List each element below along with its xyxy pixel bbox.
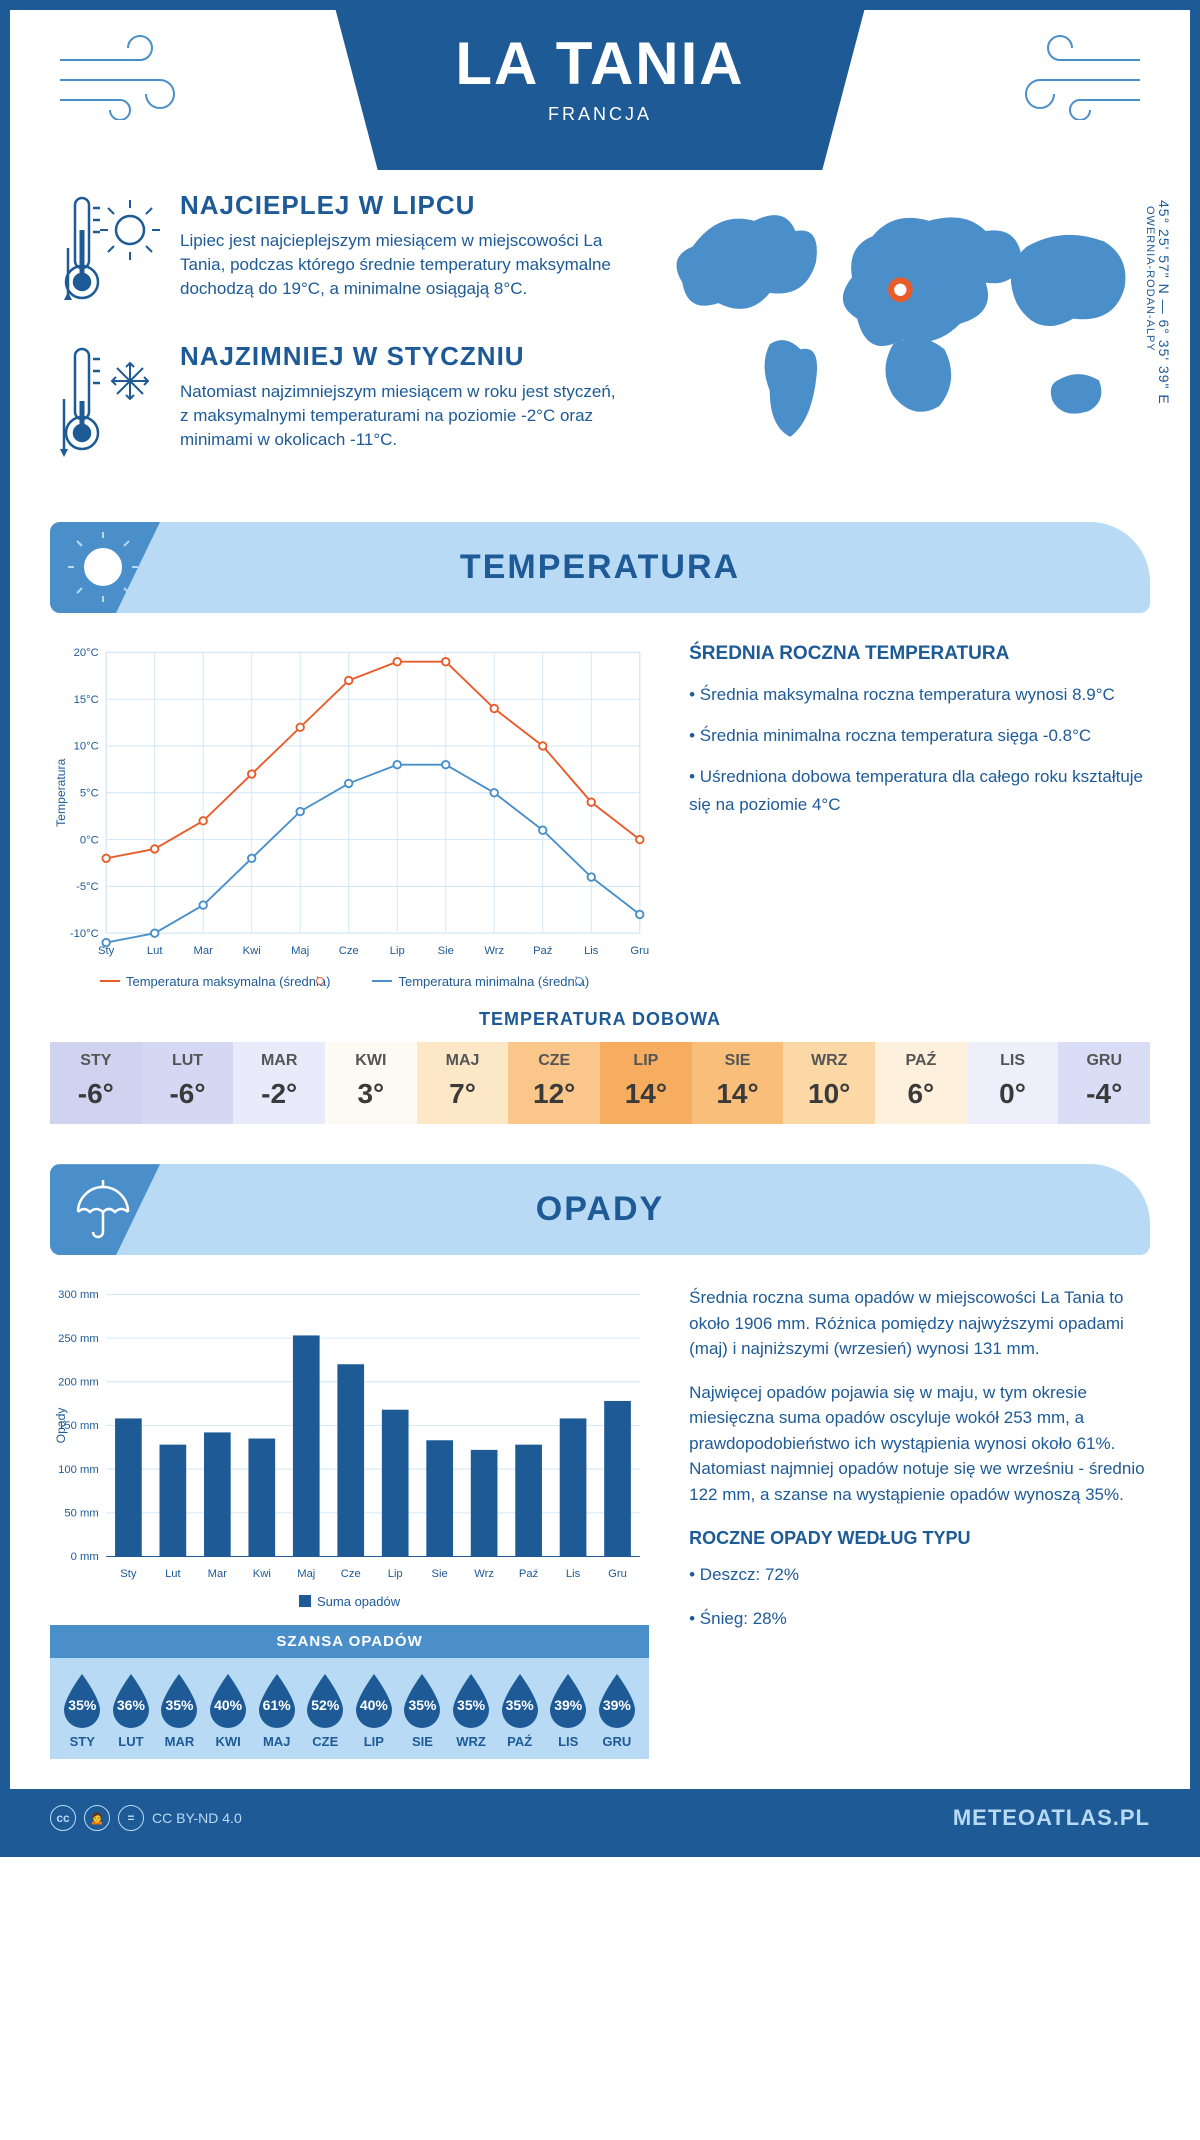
svg-text:Wrz: Wrz	[474, 1568, 494, 1580]
svg-text:100 mm: 100 mm	[58, 1464, 99, 1476]
precipitation-summary: Średnia roczna suma opadów w miejscowośc…	[689, 1285, 1150, 1759]
hot-month-text: Lipiec jest najcieplejszym miesiącem w m…	[180, 229, 616, 300]
svg-text:Gru: Gru	[630, 945, 649, 957]
daily-cell: LUT-6°	[142, 1042, 234, 1124]
svg-text:Temperatura: Temperatura	[54, 758, 68, 826]
chance-cell: 35% STY	[58, 1672, 107, 1749]
daily-cell: STY-6°	[50, 1042, 142, 1124]
world-map	[636, 190, 1150, 462]
page-subtitle: FRANCJA	[455, 104, 744, 125]
svg-text:0 mm: 0 mm	[71, 1552, 99, 1564]
daily-cell: PAŹ6°	[875, 1042, 967, 1124]
footer: cc 🙍 = CC BY-ND 4.0 METEOATLAS.PL	[10, 1789, 1190, 1847]
wind-icon	[1010, 30, 1150, 120]
svg-text:15°C: 15°C	[74, 694, 99, 706]
site-name: METEOATLAS.PL	[953, 1805, 1150, 1831]
svg-text:5°C: 5°C	[80, 788, 99, 800]
svg-text:200 mm: 200 mm	[58, 1377, 99, 1389]
daily-temp-title: TEMPERATURA DOBOWA	[50, 1009, 1150, 1030]
svg-text:-5°C: -5°C	[76, 881, 99, 893]
sun-icon	[68, 532, 138, 602]
svg-text:Lis: Lis	[566, 1568, 581, 1580]
chance-title: SZANSA OPADÓW	[50, 1625, 649, 1658]
svg-text:Kwi: Kwi	[253, 1568, 271, 1580]
svg-text:0°C: 0°C	[80, 834, 99, 846]
daily-cell: WRZ10°	[783, 1042, 875, 1124]
legend-min: Temperatura minimalna (średnia)	[372, 974, 591, 989]
hot-month-block: NAJCIEPLEJ W LIPCU Lipiec jest najcieple…	[50, 190, 616, 315]
svg-text:300 mm: 300 mm	[58, 1289, 99, 1301]
svg-text:250 mm: 250 mm	[58, 1333, 99, 1345]
temperature-chart: -10°C-5°C0°C5°C10°C15°C20°CStyLutMarKwiM…	[50, 643, 649, 989]
svg-text:Maj: Maj	[297, 1568, 315, 1580]
cold-month-text: Natomiast najzimniejszym miesiącem w rok…	[180, 380, 616, 451]
svg-text:Lip: Lip	[388, 1568, 403, 1580]
legend-max: Temperatura maksymalna (średnia)	[100, 974, 332, 989]
umbrella-icon	[68, 1174, 138, 1244]
svg-text:20°C: 20°C	[74, 647, 99, 659]
chance-cell: 35% SIE	[398, 1672, 447, 1749]
chance-cell: 35% MAR	[155, 1672, 204, 1749]
svg-text:Sty: Sty	[120, 1568, 137, 1580]
chance-cell: 35% WRZ	[447, 1672, 496, 1749]
svg-text:Sie: Sie	[438, 945, 454, 957]
svg-text:Opady: Opady	[54, 1407, 68, 1444]
svg-text:Lut: Lut	[147, 945, 163, 957]
daily-temp-table: STY-6° LUT-6° MAR-2° KWI3° MAJ7° CZE12° …	[50, 1042, 1150, 1124]
svg-text:Sie: Sie	[432, 1568, 448, 1580]
daily-cell: SIE14°	[692, 1042, 784, 1124]
daily-cell: MAJ7°	[417, 1042, 509, 1124]
svg-text:-10°C: -10°C	[70, 928, 99, 940]
thermometer-sun-icon	[50, 190, 160, 315]
chance-cell: 39% GRU	[593, 1672, 642, 1749]
title-banner: LA TANIA FRANCJA	[335, 9, 864, 170]
section-temperature: TEMPERATURA	[50, 522, 1150, 613]
precipitation-chart: 0 mm50 mm100 mm150 mm200 mm250 mm300 mmS…	[50, 1285, 649, 1609]
chance-cell: 39% LIS	[544, 1672, 593, 1749]
chance-cell: 35% PAŹ	[495, 1672, 544, 1749]
svg-text:Lip: Lip	[390, 945, 405, 957]
svg-text:Cze: Cze	[339, 945, 359, 957]
svg-text:Lis: Lis	[584, 945, 599, 957]
cold-month-block: NAJZIMNIEJ W STYCZNIU Natomiast najzimni…	[50, 341, 616, 466]
svg-text:Paź: Paź	[519, 1568, 539, 1580]
chance-cell: 52% CZE	[301, 1672, 350, 1749]
cc-icon: cc	[50, 1805, 76, 1831]
svg-text:Cze: Cze	[341, 1568, 361, 1580]
thermometer-snow-icon	[50, 341, 160, 466]
svg-text:Kwi: Kwi	[243, 945, 261, 957]
daily-cell: KWI3°	[325, 1042, 417, 1124]
bar-legend: Suma opadów	[50, 1594, 649, 1609]
wind-icon	[50, 30, 190, 120]
by-icon: 🙍	[84, 1805, 110, 1831]
svg-text:Wrz: Wrz	[484, 945, 504, 957]
svg-text:Maj: Maj	[291, 945, 309, 957]
coordinates-label: 45° 25' 57" N — 6° 35' 39" E OWERNIA-ROD…	[1144, 200, 1172, 405]
chance-cell: 40% LIP	[350, 1672, 399, 1749]
hot-month-title: NAJCIEPLEJ W LIPCU	[180, 190, 616, 221]
chance-cell: 40% KWI	[204, 1672, 253, 1749]
chance-cell: 61% MAJ	[252, 1672, 301, 1749]
daily-cell: LIP14°	[600, 1042, 692, 1124]
daily-cell: CZE12°	[508, 1042, 600, 1124]
svg-text:50 mm: 50 mm	[64, 1508, 98, 1520]
chance-cell: 36% LUT	[107, 1672, 156, 1749]
temperature-summary: ŚREDNIA ROCZNA TEMPERATURA • Średnia mak…	[689, 643, 1150, 989]
svg-text:Paź: Paź	[533, 945, 553, 957]
svg-text:Gru: Gru	[608, 1568, 627, 1580]
svg-text:Mar: Mar	[208, 1568, 228, 1580]
svg-text:10°C: 10°C	[74, 741, 99, 753]
daily-cell: GRU-4°	[1058, 1042, 1150, 1124]
cold-month-title: NAJZIMNIEJ W STYCZNIU	[180, 341, 616, 372]
svg-text:Mar: Mar	[194, 945, 214, 957]
nd-icon: =	[118, 1805, 144, 1831]
daily-cell: MAR-2°	[233, 1042, 325, 1124]
daily-cell: LIS0°	[967, 1042, 1059, 1124]
page-title: LA TANIA	[455, 29, 744, 98]
section-precipitation: OPADY	[50, 1164, 1150, 1255]
license-text: CC BY-ND 4.0	[152, 1810, 242, 1826]
svg-text:Lut: Lut	[165, 1568, 181, 1580]
chance-strip: 35% STY 36% LUT 35% MAR 40% KWI	[50, 1658, 649, 1759]
